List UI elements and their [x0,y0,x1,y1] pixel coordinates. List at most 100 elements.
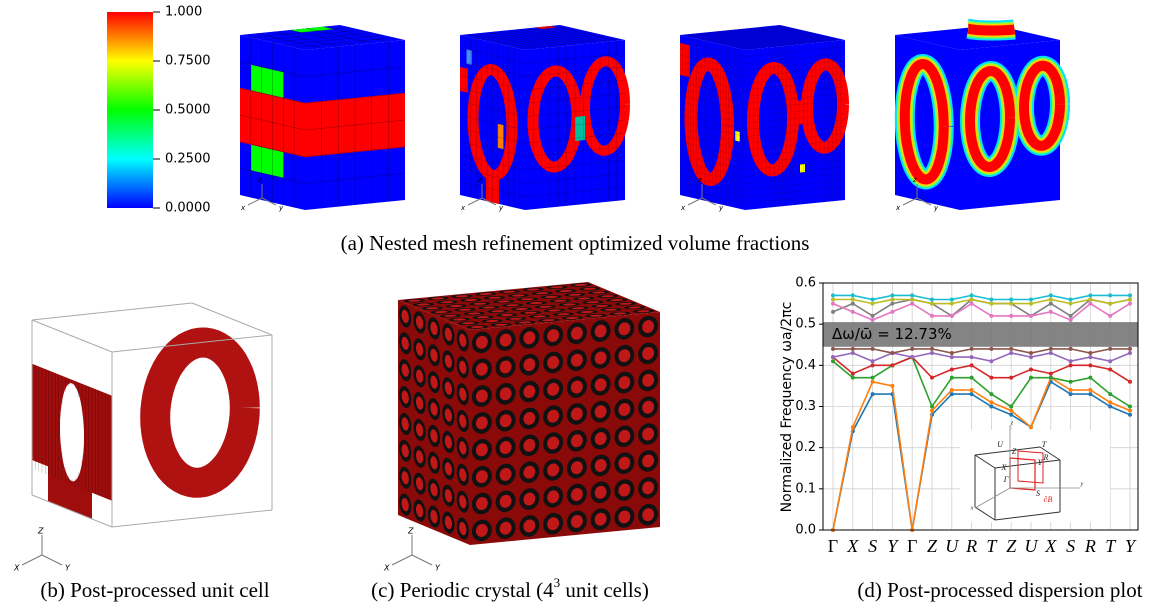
cube-patch [305,92,405,158]
box-edge [31,319,113,353]
y-tick-label: 0.3 [795,399,816,414]
cube-patch [735,130,740,142]
crystal-strut [547,382,560,396]
band-point [1128,350,1132,355]
triad-label: x [895,204,901,212]
cube-grid-line [701,29,802,41]
inset-label: x [970,505,974,511]
band-line [833,294,1130,301]
band-gap [823,322,1138,347]
y-tick-label: 0.2 [795,440,816,455]
band-line [833,348,1130,354]
crystal-strut [566,316,579,320]
crystal-strut [475,335,488,349]
crystal-strut [618,322,631,336]
band-point [1009,301,1014,306]
y-tick-label: 0.6 [795,276,816,291]
crystal-strut [637,310,650,313]
cube-grid-line [272,32,373,43]
cube-patch [32,460,48,502]
crystal-strut [521,298,534,301]
band-point [850,375,855,380]
crystal-strut [499,441,512,454]
crystal-strut [618,510,631,524]
band-point [969,355,974,360]
cube-grid-line [717,33,818,44]
crystal-strut [444,462,452,476]
x-tick-label: T [1105,536,1117,556]
band-line [832,356,1131,383]
cube-grid-line [707,31,808,42]
triad-label: X [383,564,390,573]
cube-grid-line [688,33,754,50]
triad-axis [411,554,433,566]
crystal-strut [594,324,607,338]
crystal-strut [479,292,492,296]
crystal-strut [444,516,452,530]
triad-label: y [718,204,724,212]
cube-patch [497,123,504,150]
cube-grid-line [709,31,810,43]
band-point [969,293,974,298]
crystal-strut [586,301,600,304]
cube-grid-line [459,101,526,117]
crystal-strut [595,304,609,308]
crystal-strut [523,412,536,425]
cube-grid-line [476,28,577,39]
triad-label: X [13,564,20,573]
crystal-strut [642,347,655,360]
cube-grid-line [524,93,626,104]
crystal-strut [535,292,549,295]
band-point [870,375,875,380]
cube-grid-line [470,27,571,38]
crystal-strut [523,519,536,533]
cube-grid-line [459,74,526,91]
band-point [1128,297,1132,302]
cube-grid-line [484,32,551,48]
band-point [1108,404,1113,409]
band-point [949,350,954,355]
band-point [1048,309,1053,314]
cube-grid-line [744,186,846,197]
band-point [870,346,875,351]
triad-axis [247,197,263,206]
cube-grid-line [744,126,846,137]
crystal-strut [430,429,438,443]
crystal-strut [416,450,424,464]
box-edge [111,334,273,353]
band-point [1068,318,1073,323]
crystal-strut [642,427,655,441]
crystal-strut [494,323,508,326]
band-point [1009,313,1014,318]
cube-grid-line [323,26,389,42]
crystal-strut [570,488,583,501]
band-point [989,301,994,306]
cube-grid-line [729,29,796,46]
crystal-strut [570,515,583,528]
crystal-strut [628,306,641,309]
band-point [969,346,974,351]
cube-grid-line [742,39,843,50]
band-point [1009,297,1014,302]
cube-grid-line [481,29,582,41]
band-point [1128,404,1132,409]
cube-grid-line [744,53,846,64]
crystal-strut [594,512,607,526]
band-gap-label: Δω/ω̄ = 12.73% [832,325,952,343]
cube-grid-line [239,88,306,104]
band-point [969,363,974,368]
cube-grid-line [771,25,837,42]
cube-grid-line [696,33,762,49]
crystal-strut [416,504,424,518]
crystal-strut [430,402,438,416]
cube-grid-line [304,66,406,77]
cube-grid-line [679,181,746,197]
cube-grid-line [746,28,812,44]
cube-patch [790,99,810,126]
crystal-strut [444,354,452,368]
crystal-strut [417,303,430,306]
band-point [969,297,974,302]
crystal-strut [491,310,505,313]
triad-axis [21,554,43,566]
